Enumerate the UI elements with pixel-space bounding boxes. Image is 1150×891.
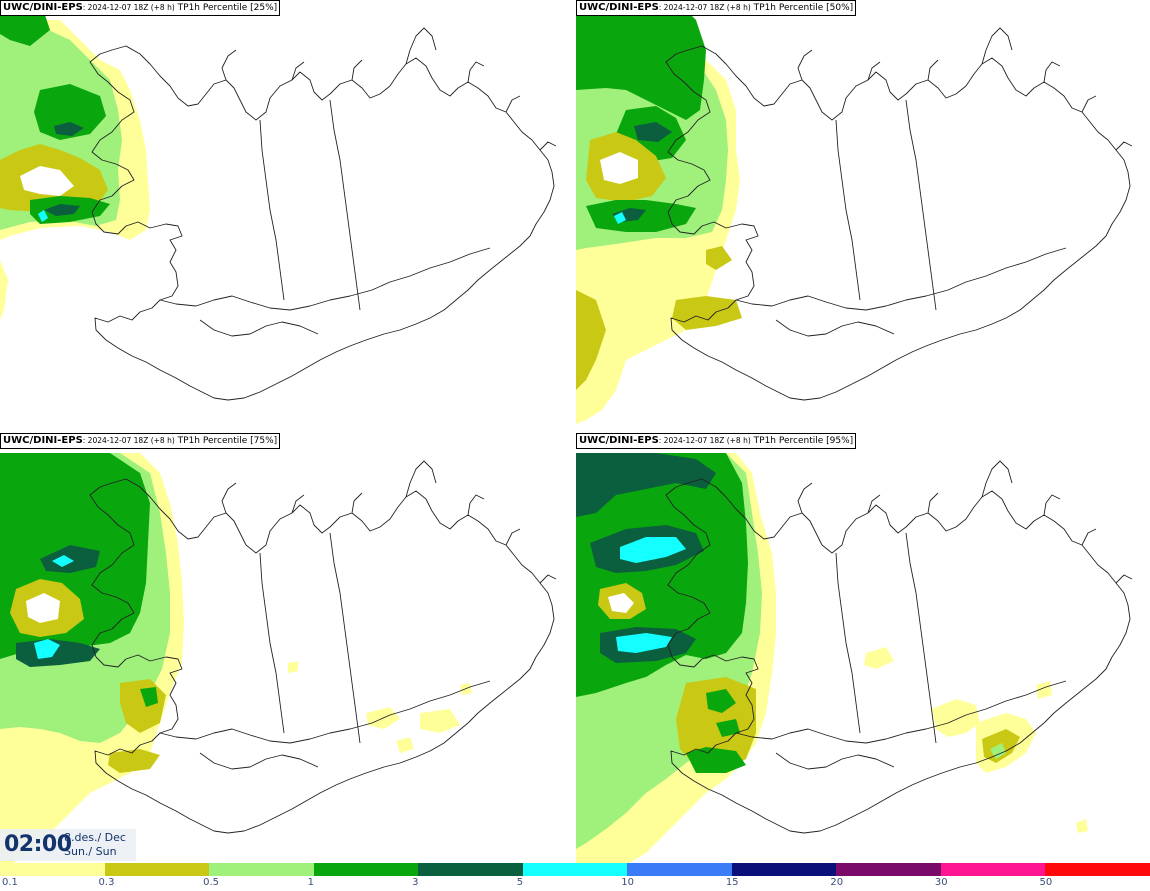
precip-map-75 bbox=[0, 453, 557, 865]
precip-map-50 bbox=[576, 0, 1133, 424]
model-name: UWC/DINI-EPS bbox=[579, 435, 659, 446]
precip-map-95 bbox=[576, 453, 1133, 865]
legend-tick-label: 1 bbox=[307, 877, 314, 888]
legend-color-swatch bbox=[104, 863, 211, 876]
map-panel-95: UWC/DINI-EPS: 2024-12-07 18Z (+8 h) TP1h… bbox=[576, 433, 1150, 865]
legend-tick-label: 15 bbox=[725, 877, 739, 888]
panel-title: UWC/DINI-EPS: 2024-12-07 18Z (+8 h) TP1h… bbox=[0, 433, 281, 449]
legend-color-swatch bbox=[731, 863, 838, 876]
legend-tick-label: 3 bbox=[412, 877, 419, 888]
legend-color-swatch bbox=[940, 863, 1047, 876]
color-legend-bar bbox=[0, 863, 1150, 876]
panel-title: UWC/DINI-EPS: 2024-12-07 18Z (+8 h) TP1h… bbox=[576, 0, 857, 16]
panel-title: UWC/DINI-EPS: 2024-12-07 18Z (+8 h) TP1h… bbox=[576, 433, 857, 449]
map-panel-75: UWC/DINI-EPS: 2024-12-07 18Z (+8 h) TP1h… bbox=[0, 433, 575, 865]
model-name: UWC/DINI-EPS bbox=[3, 2, 83, 13]
legend-tick-label: 0.1 bbox=[2, 877, 18, 888]
field-name: TP1h Percentile [50%] bbox=[753, 3, 854, 13]
legend-color-swatch bbox=[313, 863, 420, 876]
run-info: : 2024-12-07 18Z (+8 h) bbox=[658, 3, 751, 12]
legend-tick-label: 10 bbox=[621, 877, 634, 888]
legend-tick-label: 20 bbox=[830, 877, 844, 888]
run-info: : 2024-12-07 18Z (+8 h) bbox=[658, 436, 751, 445]
legend-color-swatch bbox=[1045, 863, 1150, 876]
precip-map-25 bbox=[0, 0, 557, 401]
run-info: : 2024-12-07 18Z (+8 h) bbox=[82, 436, 175, 445]
legend-tick-label: 0.5 bbox=[203, 877, 219, 888]
legend-color-swatch bbox=[418, 863, 524, 876]
valid-time: 02:00 bbox=[4, 832, 72, 857]
panel-title: UWC/DINI-EPS: 2024-12-07 18Z (+8 h) TP1h… bbox=[0, 0, 281, 16]
valid-time-box: 02:00 8.des./ Dec Sun./ Sun bbox=[0, 829, 136, 861]
valid-weekday: Sun./ Sun bbox=[64, 845, 117, 858]
legend-color-swatch bbox=[836, 863, 942, 876]
legend-tick-label: 30 bbox=[934, 877, 948, 888]
field-name: TP1h Percentile [95%] bbox=[753, 436, 854, 446]
model-name: UWC/DINI-EPS bbox=[579, 2, 659, 13]
legend-color-swatch bbox=[522, 863, 629, 876]
field-name: TP1h Percentile [75%] bbox=[177, 436, 278, 446]
legend-tick-label: 5 bbox=[516, 877, 524, 888]
map-panel-25: UWC/DINI-EPS: 2024-12-07 18Z (+8 h) TP1h… bbox=[0, 0, 575, 432]
legend-tick-label: 50 bbox=[1039, 877, 1053, 888]
legend-color-swatch bbox=[0, 863, 106, 876]
valid-date: 8.des./ Dec bbox=[64, 831, 126, 844]
field-name: TP1h Percentile [25%] bbox=[177, 3, 278, 13]
legend-tick-label: 0.3 bbox=[98, 877, 115, 888]
model-name: UWC/DINI-EPS bbox=[3, 435, 83, 446]
map-panel-50: UWC/DINI-EPS: 2024-12-07 18Z (+8 h) TP1h… bbox=[576, 0, 1150, 432]
color-legend-ticks: 0.1 0.3 0.5 1 3 5 10 15 20 30 50 bbox=[0, 877, 1150, 891]
legend-color-swatch bbox=[209, 863, 315, 876]
legend-color-swatch bbox=[627, 863, 733, 876]
run-info: : 2024-12-07 18Z (+8 h) bbox=[82, 3, 175, 12]
